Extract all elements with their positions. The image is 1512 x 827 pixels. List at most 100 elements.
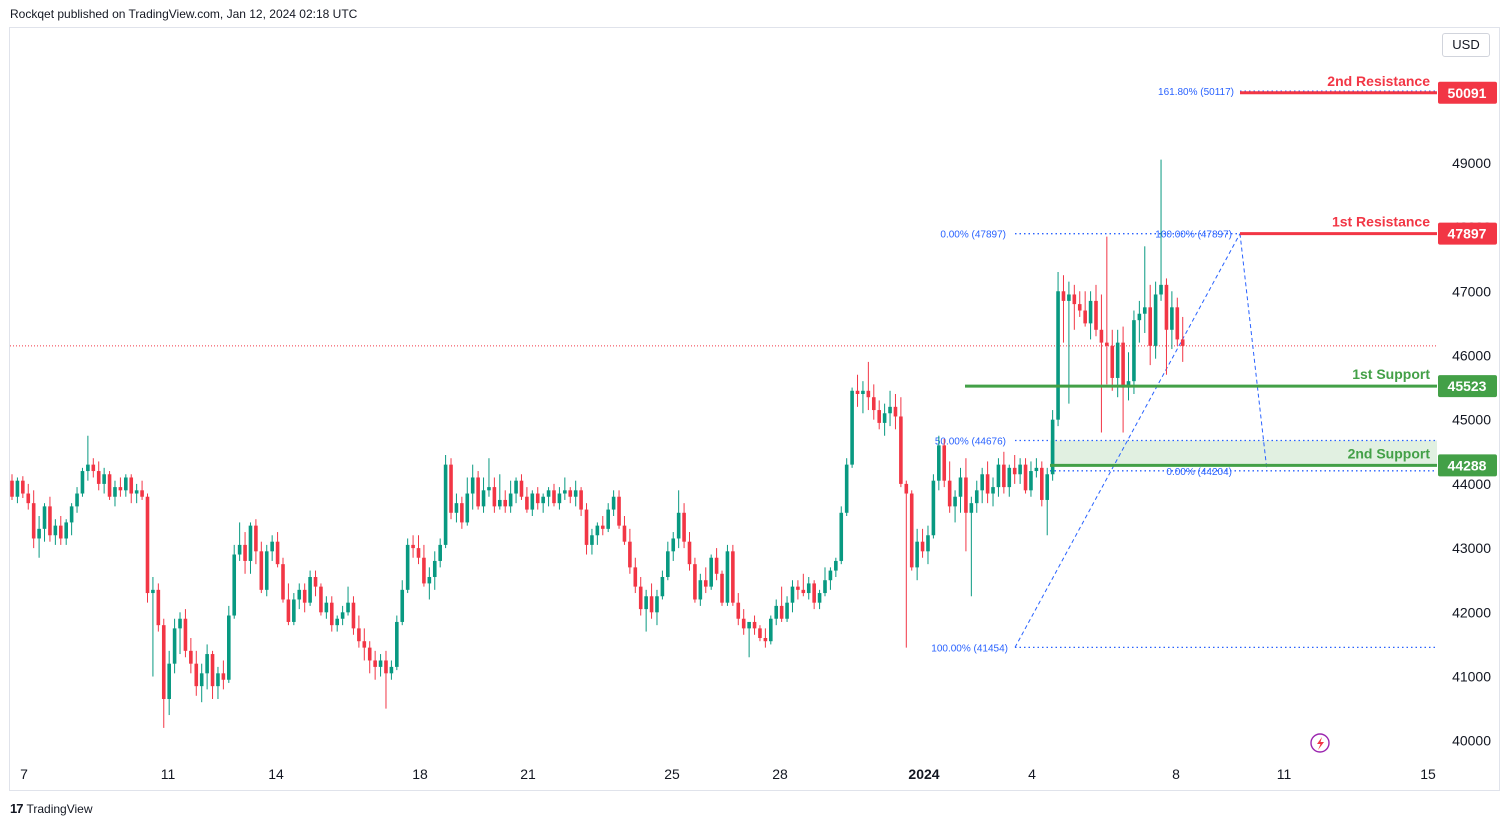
candle-body (259, 551, 264, 590)
candle-body (991, 487, 995, 494)
candle-body (75, 493, 79, 507)
candle-body (264, 551, 269, 590)
candle-body (617, 496, 621, 526)
candle-body (145, 496, 150, 594)
resistance-level-label: 1st Resistance (1332, 214, 1430, 230)
candle-body (741, 618, 746, 629)
x-tick-label: 4 (1028, 766, 1036, 782)
price-badge-label: 47897 (1448, 226, 1487, 242)
candle-body (882, 413, 887, 423)
candle-body (161, 625, 166, 699)
candle-body (1099, 329, 1104, 343)
candle-body (563, 490, 567, 494)
candle-body (823, 580, 827, 594)
candle-body (1023, 464, 1028, 491)
candle-body (498, 499, 502, 507)
lightning-icon[interactable] (1310, 733, 1330, 753)
candle-body (1061, 291, 1066, 301)
candle-body (541, 496, 545, 504)
candle-body (37, 528, 41, 539)
y-tick-label: 45000 (1452, 412, 1491, 428)
candle-body (1029, 471, 1033, 491)
candle-body (96, 471, 101, 484)
y-tick-label: 43000 (1452, 540, 1491, 556)
candle-body (232, 554, 237, 616)
candle-body (763, 638, 768, 642)
candle-body (248, 525, 253, 561)
tradingview-logo-icon: 17 (10, 801, 24, 816)
candle-body (508, 493, 513, 507)
candle-body (817, 593, 822, 603)
candle-body (1126, 381, 1131, 388)
candle-body (731, 551, 735, 603)
candle-body (21, 480, 25, 494)
candle-body (920, 541, 925, 552)
candle-body (58, 525, 63, 539)
candle-body (69, 506, 74, 523)
candle-body (31, 503, 36, 539)
candle-body (324, 602, 329, 613)
candle-body (747, 621, 751, 629)
fib-label: 50.00% (44676) (935, 436, 1006, 447)
candle-body (926, 535, 930, 552)
candle-body (308, 577, 312, 603)
candle-body (855, 390, 860, 394)
candle-body (720, 573, 724, 603)
candle-body (1045, 474, 1050, 500)
candle-body (866, 390, 871, 398)
candle-body (579, 490, 583, 510)
currency-button[interactable]: USD (1442, 33, 1490, 57)
candle-body (1164, 284, 1169, 330)
candle-body (844, 464, 849, 513)
candles (10, 159, 1185, 728)
candle-body (319, 586, 323, 613)
candle-body (785, 602, 789, 619)
x-tick-label: 11 (161, 766, 176, 782)
candle-body (628, 541, 632, 568)
price-badge-label: 45523 (1448, 378, 1487, 394)
candle-body (1153, 294, 1158, 346)
candle-body (660, 577, 665, 597)
candle-body (275, 541, 280, 565)
price-badge-label: 44288 (1448, 457, 1487, 473)
candle-body (395, 621, 399, 667)
candle-body (1067, 294, 1071, 301)
candle-body (1115, 342, 1120, 378)
candle-body (124, 477, 128, 491)
candle-body (937, 445, 941, 481)
candle-body (460, 503, 464, 523)
candle-body (400, 589, 405, 622)
candle-body (769, 618, 773, 642)
candle-body (237, 544, 242, 555)
candle-body (373, 660, 377, 667)
price-badge (1438, 454, 1497, 477)
candle-body (378, 660, 383, 667)
candle-body (546, 490, 551, 497)
candle-body (427, 577, 432, 584)
candle-body (140, 490, 144, 497)
candle-body (346, 602, 350, 613)
candle-body (86, 464, 90, 472)
candle-body (514, 480, 518, 494)
candle-body (1121, 342, 1125, 388)
candle-body (1137, 313, 1142, 321)
candle-body (752, 621, 757, 629)
fib-label: 0.00% (44204) (1166, 467, 1232, 478)
candle-body (15, 480, 20, 497)
fib-label: 100.00% (47897) (1155, 230, 1232, 241)
candle-body (367, 647, 372, 661)
candle-body (519, 480, 524, 497)
candle-body (682, 512, 686, 542)
price-badge-label: 50091 (1448, 85, 1487, 101)
support-zone-box (1050, 440, 1437, 466)
candle-body (438, 544, 442, 561)
chart-frame (9, 27, 1500, 791)
support-zone (1050, 440, 1437, 466)
candle-body (552, 490, 556, 504)
candle-body (980, 474, 984, 491)
candle-body (676, 512, 681, 539)
x-axis: 7 11 14 18 21 25 28 2024 4 8 11 15 (20, 766, 1436, 782)
candle-body (48, 506, 52, 536)
candle-body (774, 605, 779, 619)
